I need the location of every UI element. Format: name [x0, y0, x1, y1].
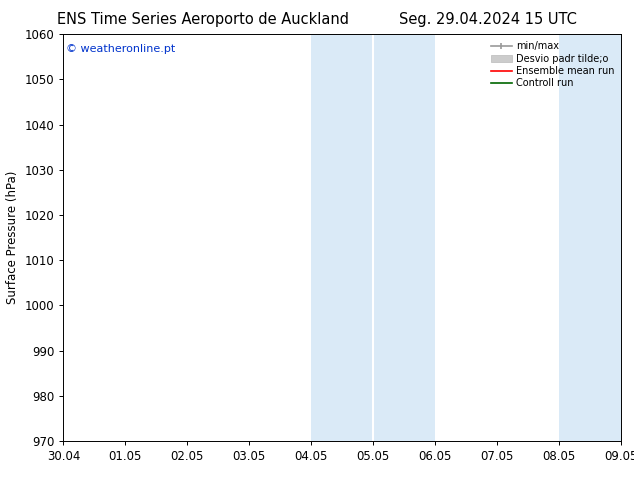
Y-axis label: Surface Pressure (hPa): Surface Pressure (hPa): [6, 171, 19, 304]
Text: ENS Time Series Aeroporto de Auckland: ENS Time Series Aeroporto de Auckland: [57, 12, 349, 27]
Text: © weatheronline.pt: © weatheronline.pt: [66, 45, 176, 54]
Bar: [311, 34, 436, 441]
Legend: min/max, Desvio padr tilde;o, Ensemble mean run, Controll run: min/max, Desvio padr tilde;o, Ensemble m…: [489, 39, 616, 90]
Bar: [559, 34, 621, 441]
Text: Seg. 29.04.2024 15 UTC: Seg. 29.04.2024 15 UTC: [399, 12, 577, 27]
